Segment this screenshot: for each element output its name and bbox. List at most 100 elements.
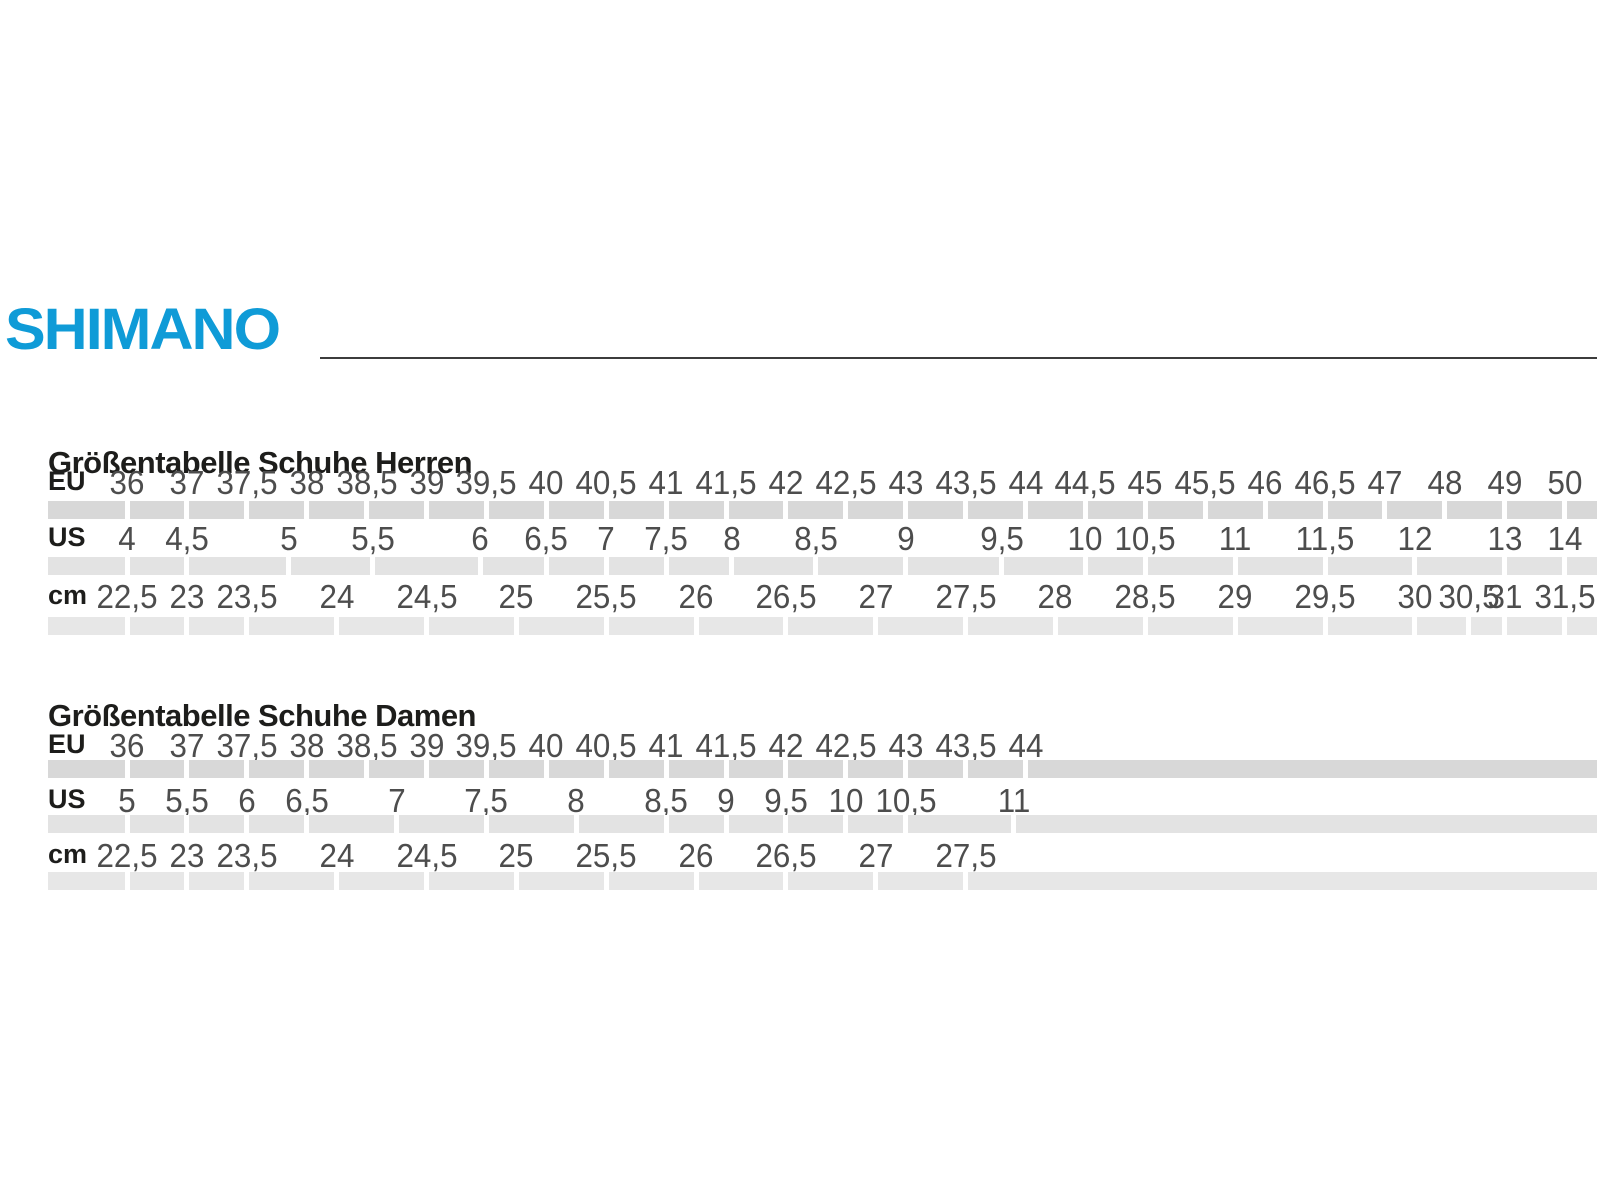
size-value: 5 <box>118 782 136 819</box>
size-value: 6,5 <box>284 782 329 819</box>
row-stripe <box>48 557 1597 575</box>
stripe-gap <box>1562 617 1568 635</box>
stripe-gap <box>1011 815 1017 833</box>
size-value: 41 <box>648 727 684 764</box>
size-value: 40 <box>528 464 564 501</box>
stripe-gap <box>394 815 400 833</box>
size-value: 42 <box>768 727 804 764</box>
stripe-gap <box>663 815 669 833</box>
size-value: 22,5 <box>96 578 158 615</box>
size-value: 46 <box>1247 464 1283 501</box>
size-value: 23,5 <box>216 837 278 874</box>
stripe-gap <box>1502 617 1508 635</box>
stripe-gap <box>693 872 699 890</box>
row-stripe <box>48 617 1597 635</box>
size-value: 4 <box>118 520 136 557</box>
size-value: 40,5 <box>575 727 637 764</box>
stripe-gap <box>603 760 609 778</box>
size-value: 7 <box>597 520 615 557</box>
row-label-us: US <box>48 784 86 814</box>
size-value: 9 <box>717 782 735 819</box>
stripe-gap <box>1502 501 1508 519</box>
stripe-gap <box>873 617 879 635</box>
stripe-gap <box>424 501 429 519</box>
stripe-gap <box>783 501 789 519</box>
size-value: 37 <box>169 727 205 764</box>
stripe-gap <box>903 760 909 778</box>
size-value: 7,5 <box>464 782 509 819</box>
size-value: 25,5 <box>575 837 637 874</box>
size-value: 11 <box>1218 520 1252 557</box>
stripe-gap <box>1052 617 1058 635</box>
stripe-gap <box>1562 557 1568 575</box>
stripe-gap <box>1202 501 1208 519</box>
row-stripe <box>48 501 1597 519</box>
row-stripe <box>48 760 1597 778</box>
size-value: 10,5 <box>1114 520 1176 557</box>
size-value: 23 <box>169 837 205 874</box>
size-value: 29,5 <box>1294 578 1356 615</box>
size-value: 26 <box>678 578 714 615</box>
size-value: 43,5 <box>935 727 997 764</box>
stripe-gap <box>1502 557 1508 575</box>
size-value: 47 <box>1367 464 1403 501</box>
size-value: 26,5 <box>755 837 817 874</box>
size-value: 9,5 <box>979 520 1024 557</box>
stripe-gap <box>1412 557 1418 575</box>
stripe-gap <box>843 760 849 778</box>
stripe-gap <box>184 815 190 833</box>
stripe-gap <box>244 760 250 778</box>
row-label-eu: EU <box>48 466 86 496</box>
stripe-gap <box>1322 617 1328 635</box>
stripe-gap <box>1082 557 1088 575</box>
stripe-gap <box>723 760 729 778</box>
stripe-gap <box>477 557 483 575</box>
size-value: 39,5 <box>455 464 517 501</box>
table-title-herren: Größentabelle Schuhe Herren <box>48 444 473 480</box>
size-value: 25,5 <box>575 578 637 615</box>
size-value: 41 <box>648 464 684 501</box>
stripe-gap <box>1322 557 1328 575</box>
stripe-gap <box>663 557 669 575</box>
stripe-gap <box>1262 501 1268 519</box>
size-value: 6 <box>471 520 490 557</box>
size-value: 11 <box>997 782 1030 819</box>
stripe-gap <box>543 760 549 778</box>
stripe-gap <box>1442 501 1448 519</box>
size-value: 10,5 <box>875 782 937 819</box>
stripe-gap <box>483 760 489 778</box>
stripe-gap <box>603 557 609 575</box>
stripe-gap <box>783 872 789 890</box>
size-value: 50 <box>1547 464 1583 501</box>
stripe-gap <box>543 557 549 575</box>
size-value: 25 <box>498 578 534 615</box>
size-value: 36 <box>109 727 145 764</box>
size-value: 27,5 <box>935 578 997 615</box>
size-value: 10 <box>1067 520 1103 557</box>
stripe-gap <box>843 501 849 519</box>
stripe-gap <box>334 617 340 635</box>
row-label-cm: cm <box>48 580 88 610</box>
stripe-gap <box>873 872 879 890</box>
row-stripe <box>48 815 1597 833</box>
size-value: 12 <box>1397 520 1433 557</box>
size-value: 5,5 <box>165 782 209 819</box>
size-value: 37,5 <box>216 727 278 764</box>
stripe-gap <box>1412 617 1418 635</box>
stripe-gap <box>963 872 969 890</box>
stripe-gap <box>124 815 130 833</box>
size-value: 10 <box>828 782 864 819</box>
stripe-gap <box>603 617 609 635</box>
size-value: 38 <box>289 727 325 764</box>
size-value: 6,5 <box>524 520 569 557</box>
stripe-gap <box>1232 557 1238 575</box>
size-value: 45,5 <box>1174 464 1236 501</box>
size-value: 41,5 <box>695 727 757 764</box>
stripe-gap <box>513 617 519 635</box>
size-value: 38,5 <box>336 727 398 764</box>
size-value: 22,5 <box>96 837 158 874</box>
stripe-gap <box>483 815 489 833</box>
stripe-gap <box>999 557 1005 575</box>
size-value: 24 <box>319 837 355 874</box>
size-value: 11,5 <box>1295 520 1355 557</box>
